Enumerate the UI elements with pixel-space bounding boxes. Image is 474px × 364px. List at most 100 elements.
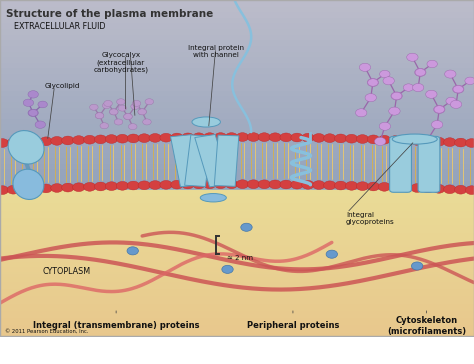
Bar [0,200,474,202]
Polygon shape [171,135,201,187]
Bar [0,315,474,317]
Circle shape [241,223,252,231]
Circle shape [109,109,118,115]
Bar [0,112,474,118]
Circle shape [403,84,414,91]
Circle shape [426,90,437,98]
Circle shape [280,133,292,142]
Bar [0,334,474,337]
Circle shape [411,262,423,270]
Bar [0,84,474,90]
Circle shape [7,185,19,194]
Bar [0,213,474,219]
Circle shape [160,181,172,189]
Circle shape [280,180,292,189]
Polygon shape [185,135,211,186]
Circle shape [18,185,30,194]
Bar [0,320,474,325]
Bar [0,258,474,264]
Bar [0,168,474,174]
Bar [0,202,474,205]
Circle shape [335,181,347,190]
Circle shape [192,180,205,189]
Circle shape [258,133,271,142]
Circle shape [258,180,271,189]
Circle shape [433,185,445,193]
Bar [0,23,474,28]
FancyBboxPatch shape [418,136,440,192]
Bar [0,244,474,246]
Text: Integral protein
with channel: Integral protein with channel [188,46,244,59]
Bar [0,253,474,258]
Circle shape [214,133,227,142]
Bar [0,212,474,215]
Circle shape [29,185,41,193]
Bar [0,303,474,309]
Bar [0,295,474,298]
Circle shape [38,101,47,108]
Bar [0,45,474,51]
Circle shape [450,100,462,108]
Bar [0,239,474,241]
Bar [0,174,474,179]
Circle shape [131,103,139,110]
Bar [0,146,474,151]
Circle shape [415,68,426,76]
Circle shape [171,180,183,189]
Circle shape [114,119,123,125]
Text: Integral (transmembrane) proteins: Integral (transmembrane) proteins [33,321,200,331]
Bar [0,292,474,297]
Bar [0,207,474,210]
Bar [0,198,474,200]
Circle shape [0,139,9,147]
Circle shape [434,106,445,113]
Circle shape [389,183,401,191]
Circle shape [192,133,205,142]
Circle shape [422,137,434,146]
Bar [0,288,474,290]
Circle shape [160,133,172,142]
Circle shape [291,180,303,189]
Circle shape [138,109,146,115]
Circle shape [326,250,337,258]
Bar [0,320,474,322]
Bar [0,56,474,62]
Circle shape [359,63,371,71]
Bar [0,241,474,247]
Circle shape [28,110,38,116]
Bar [0,219,474,225]
Circle shape [51,183,63,193]
Circle shape [455,185,467,194]
Ellipse shape [13,169,44,199]
Circle shape [7,138,19,147]
Bar [0,258,474,261]
Circle shape [237,132,249,142]
Circle shape [365,94,376,102]
Bar [0,0,474,5]
Bar [0,207,474,213]
Circle shape [378,182,391,191]
Text: Integral
glycoproteins: Integral glycoproteins [346,212,395,225]
Bar [0,193,474,195]
Circle shape [422,184,434,193]
Bar [0,298,474,300]
Bar [0,101,474,107]
Bar [0,256,474,258]
Bar [0,324,474,327]
Circle shape [105,135,118,143]
Bar [0,264,474,266]
Circle shape [28,109,38,116]
Circle shape [127,181,139,190]
Circle shape [138,109,146,115]
Circle shape [302,181,314,189]
Circle shape [346,134,358,143]
Circle shape [149,134,161,142]
Bar [0,317,474,320]
Bar [0,276,474,278]
Circle shape [374,137,386,146]
Circle shape [95,112,104,119]
Circle shape [214,180,227,189]
Bar [0,281,474,286]
Bar [0,225,474,230]
Polygon shape [195,134,230,187]
